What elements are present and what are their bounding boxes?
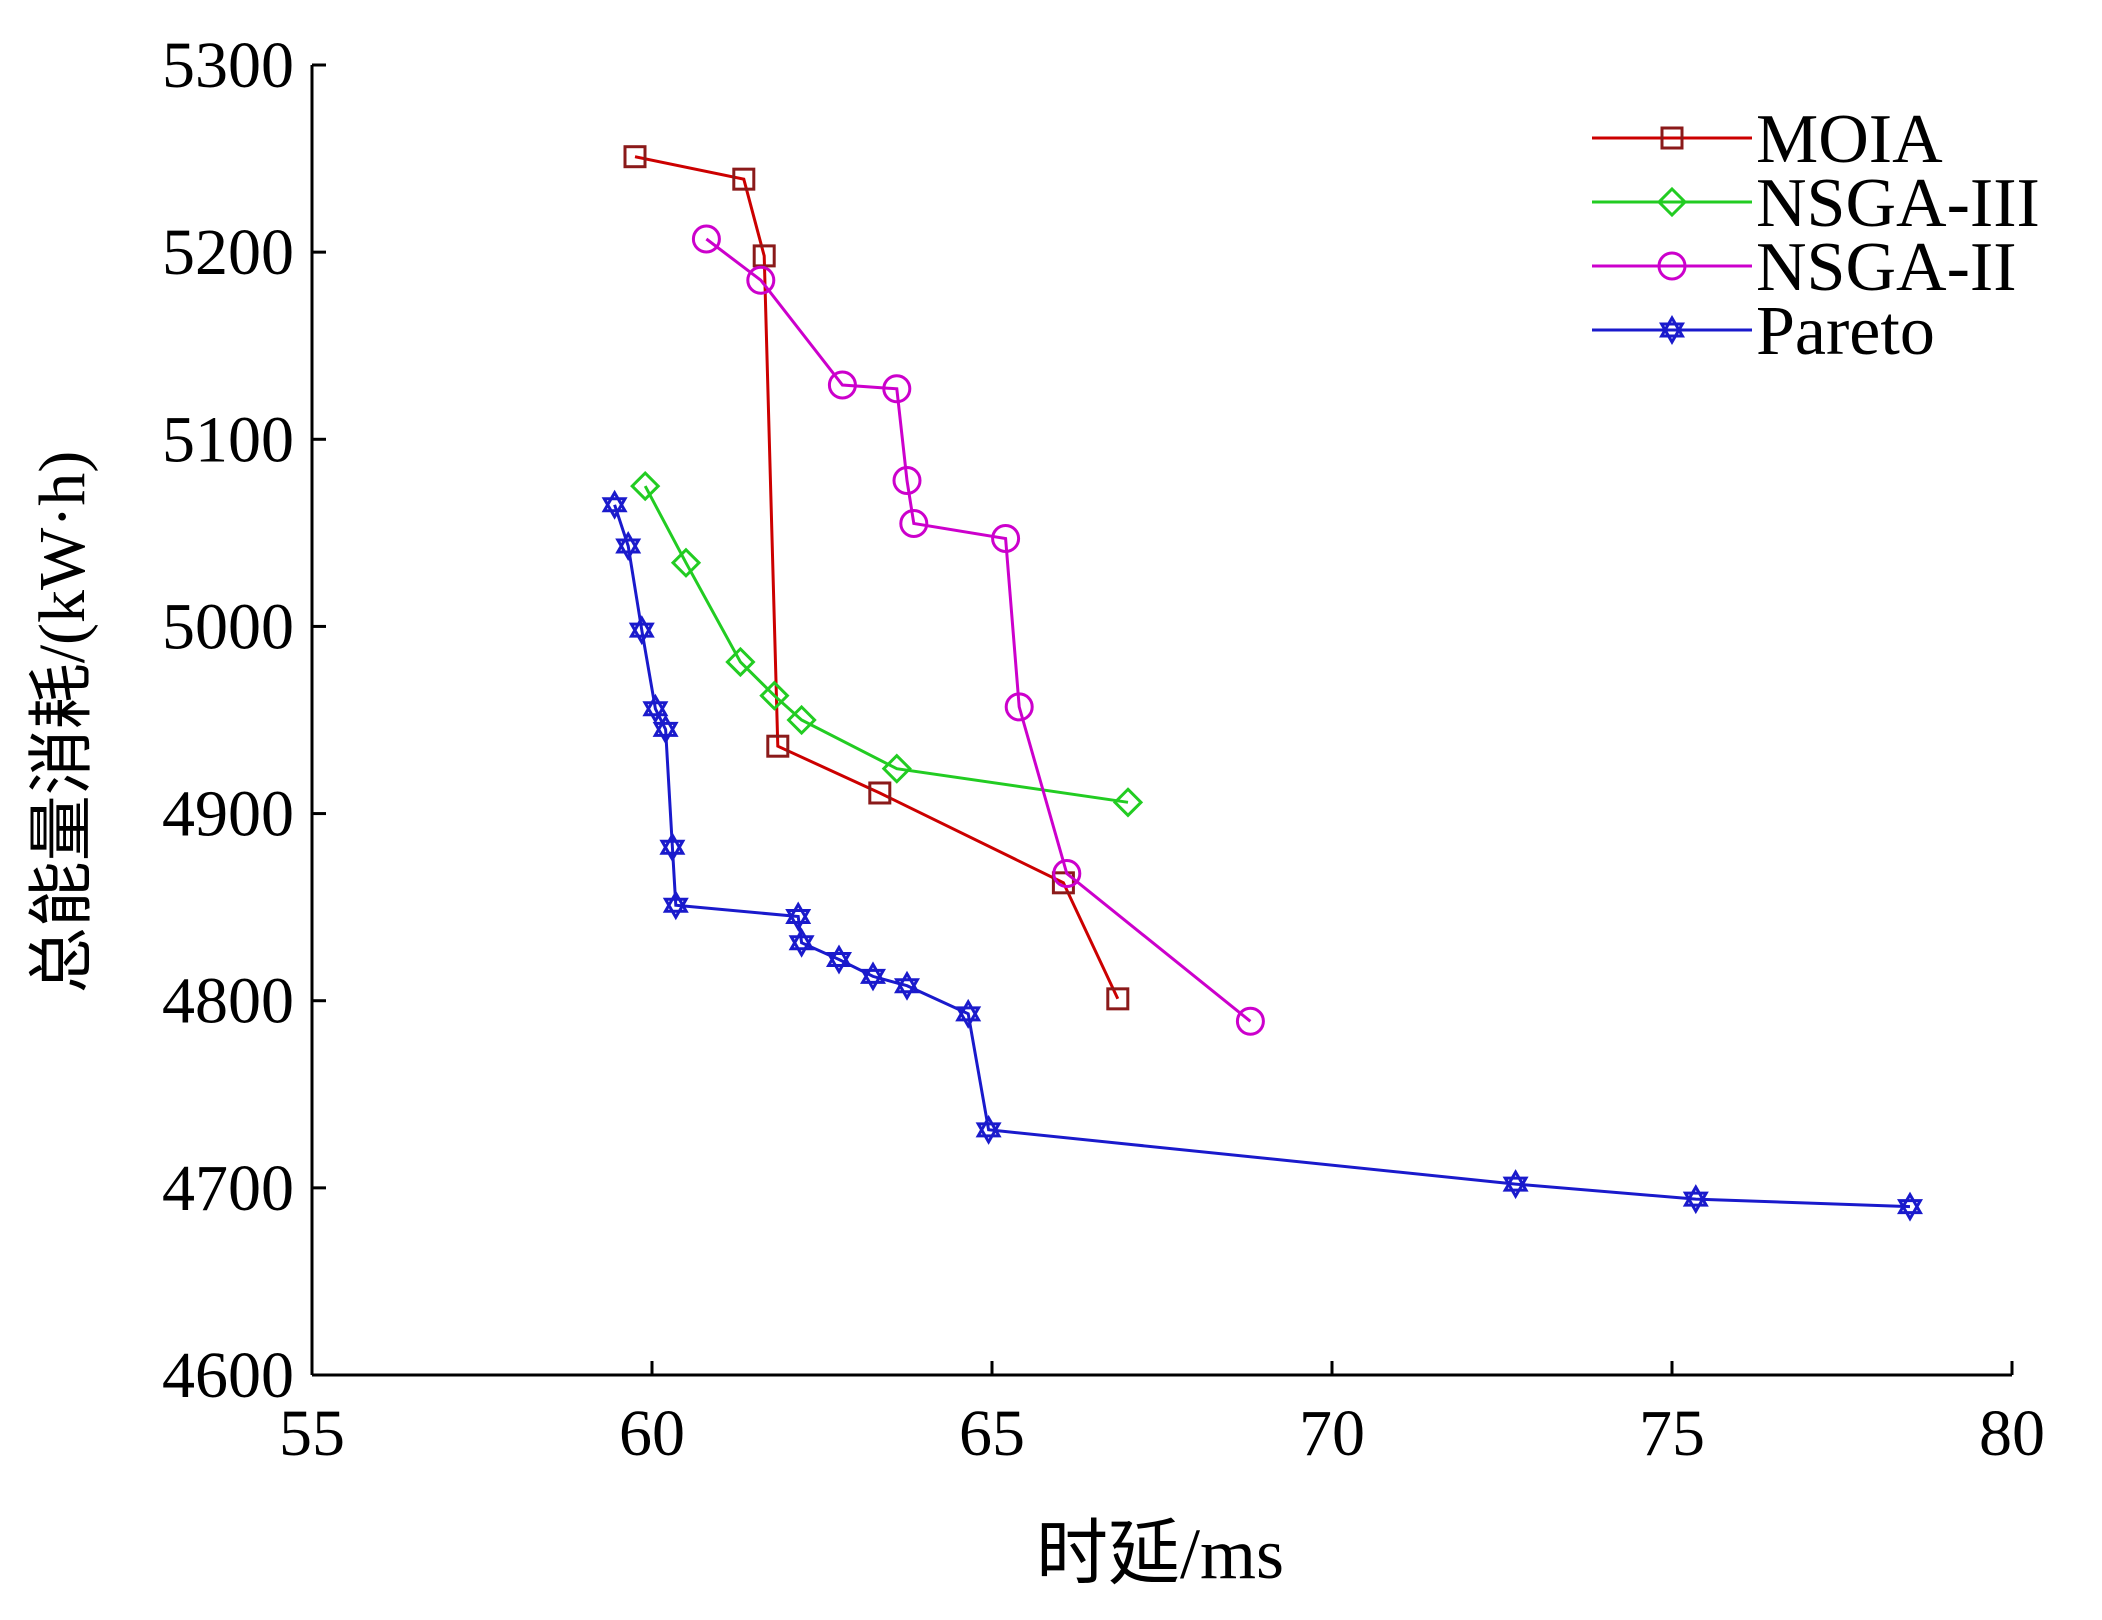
series-pareto <box>601 489 1923 1222</box>
y-tick-label: 4900 <box>162 778 294 851</box>
data-point <box>786 704 817 736</box>
data-point <box>1051 871 1075 895</box>
y-axis-label: 总能量消耗/(kW·h) <box>26 451 99 994</box>
y-tick-label: 5300 <box>162 29 294 102</box>
data-point <box>827 370 857 400</box>
x-tick-label: 80 <box>1979 1397 2045 1470</box>
data-point <box>826 944 852 975</box>
data-point <box>868 781 892 805</box>
legend-label: Pareto <box>1756 293 1935 370</box>
series-line <box>643 485 1129 804</box>
data-point <box>1682 1184 1709 1215</box>
legend-label: NSGA-II <box>1756 229 2017 306</box>
data-point <box>725 646 756 678</box>
series-line <box>705 237 1252 1023</box>
series-line <box>634 155 1120 1000</box>
data-point <box>766 734 790 758</box>
y-tick-label: 5100 <box>162 403 294 476</box>
data-point <box>746 265 776 295</box>
y-tick-label: 4600 <box>162 1339 294 1412</box>
legend-item-pareto: Pareto <box>1592 293 1935 370</box>
y-tick-label: 5000 <box>162 590 294 663</box>
data-point <box>659 832 686 863</box>
data-point <box>975 1114 1002 1145</box>
data-point <box>955 998 982 1029</box>
data-point <box>894 970 920 1001</box>
x-axis-label: 时延/ms <box>1036 1514 1284 1594</box>
x-tick-label: 60 <box>619 1397 685 1470</box>
legend-marker <box>1660 126 1684 150</box>
data-point <box>752 244 776 268</box>
x-tick-label: 55 <box>279 1397 345 1470</box>
data-point <box>652 714 679 745</box>
legend-label: MOIA <box>1756 101 1943 178</box>
legend-marker <box>1659 314 1685 346</box>
legend-item-moia: MOIA <box>1592 101 1943 178</box>
data-point <box>630 470 661 502</box>
series-nsga-ii <box>691 224 1265 1036</box>
data-point <box>899 509 929 538</box>
y-tick-label: 4700 <box>162 1152 294 1225</box>
data-point <box>881 753 912 784</box>
x-tick-label: 65 <box>959 1397 1025 1470</box>
series-nsga-iii <box>630 470 1144 818</box>
data-point <box>662 890 689 921</box>
data-point <box>732 167 756 191</box>
x-tick-label: 75 <box>1639 1397 1705 1470</box>
data-point <box>785 901 812 932</box>
series-line <box>613 504 1911 1209</box>
data-point <box>691 224 721 254</box>
y-tick-label: 4800 <box>162 965 294 1038</box>
data-point <box>991 523 1021 553</box>
data-point <box>1112 787 1144 818</box>
data-point <box>601 489 628 520</box>
data-point <box>759 680 790 711</box>
x-tick-label: 70 <box>1299 1397 1365 1470</box>
data-point <box>642 693 669 724</box>
data-point <box>1106 987 1130 1011</box>
data-point <box>1235 1006 1265 1036</box>
data-point <box>1004 692 1034 722</box>
legend-item-nsga-iii: NSGA-III <box>1592 165 2040 242</box>
legend-marker <box>1657 251 1687 281</box>
data-point <box>615 530 642 561</box>
series-moia <box>623 145 1130 1011</box>
legend-marker <box>1656 186 1688 218</box>
data-point <box>1502 1169 1529 1200</box>
data-point <box>882 374 912 404</box>
legend-item-nsga-ii: NSGA-II <box>1592 229 2017 306</box>
y-tick-label: 5200 <box>162 216 294 289</box>
data-point <box>670 547 702 578</box>
data-point <box>1897 1191 1923 1222</box>
legend-label: NSGA-III <box>1756 165 2040 242</box>
data-point <box>860 961 886 992</box>
data-point <box>628 615 655 646</box>
data-point <box>1052 858 1082 888</box>
data-point <box>623 145 647 169</box>
data-point <box>892 465 922 495</box>
data-point <box>788 927 815 958</box>
